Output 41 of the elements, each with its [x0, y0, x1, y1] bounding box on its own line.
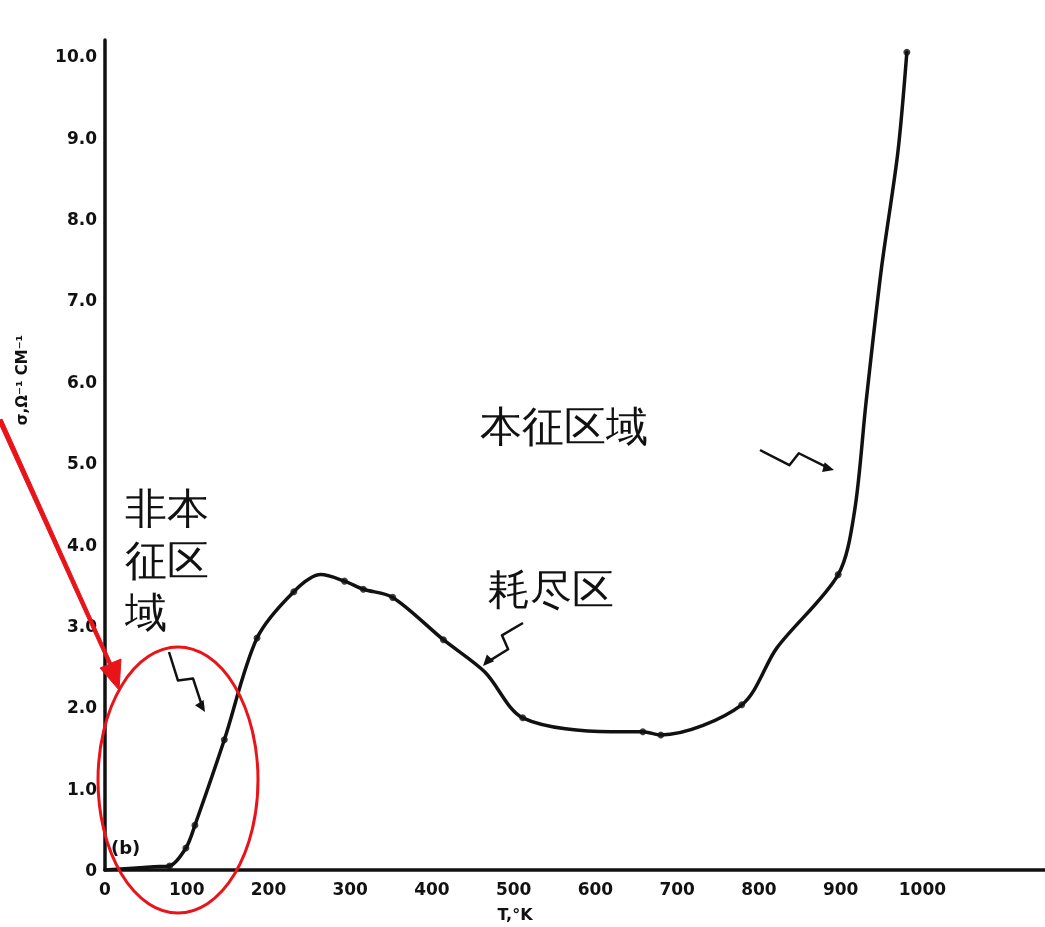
y-tick-label: 2.0	[66, 697, 98, 718]
x-tick-label: 700	[659, 878, 696, 899]
y-tick-label: 1.0	[66, 778, 98, 799]
point	[341, 577, 348, 585]
y-tick-label: 9.0	[66, 127, 98, 148]
point	[639, 728, 647, 736]
x-tick-label: 600	[577, 878, 614, 899]
y-tick-label: 4.0	[66, 534, 98, 555]
x-tick-label: 200	[250, 878, 287, 899]
annotation: (b)	[111, 836, 141, 858]
point	[657, 731, 665, 739]
point	[519, 714, 527, 722]
y-tick-label: 0	[85, 860, 98, 880]
point	[439, 636, 447, 644]
point	[389, 593, 397, 601]
annotation: 本征区域	[480, 401, 648, 451]
point	[359, 585, 367, 593]
x-tick-label: 300	[332, 878, 369, 899]
y-tick-label: 6.0	[66, 371, 98, 392]
x-tick-label: 1000	[898, 878, 947, 899]
y-tick-label: 7.0	[66, 290, 98, 311]
annotation: 耗尽区	[488, 564, 614, 614]
annotation: 非本征区域	[124, 483, 209, 637]
y-axis-title: σ,Ω⁻¹ CM⁻¹	[13, 334, 31, 426]
x-tick-label: 500	[495, 878, 532, 899]
point	[220, 736, 228, 744]
point	[738, 701, 746, 709]
x-tick-label: 0	[99, 878, 112, 899]
point	[834, 571, 842, 579]
x-tick-label: 100	[168, 878, 205, 899]
y-tick-label: 10.0	[55, 46, 98, 67]
y-tick-label: 8.0	[66, 209, 98, 230]
point	[191, 821, 199, 829]
x-tick-label: 800	[741, 878, 777, 899]
y-tick-label: 5.0	[66, 453, 98, 474]
point	[290, 588, 298, 596]
x-axis-title: T,°K	[497, 904, 534, 924]
point	[903, 48, 911, 56]
point	[166, 862, 174, 870]
x-tick-label: 400	[414, 878, 450, 899]
x-tick-label: 900	[822, 878, 859, 899]
